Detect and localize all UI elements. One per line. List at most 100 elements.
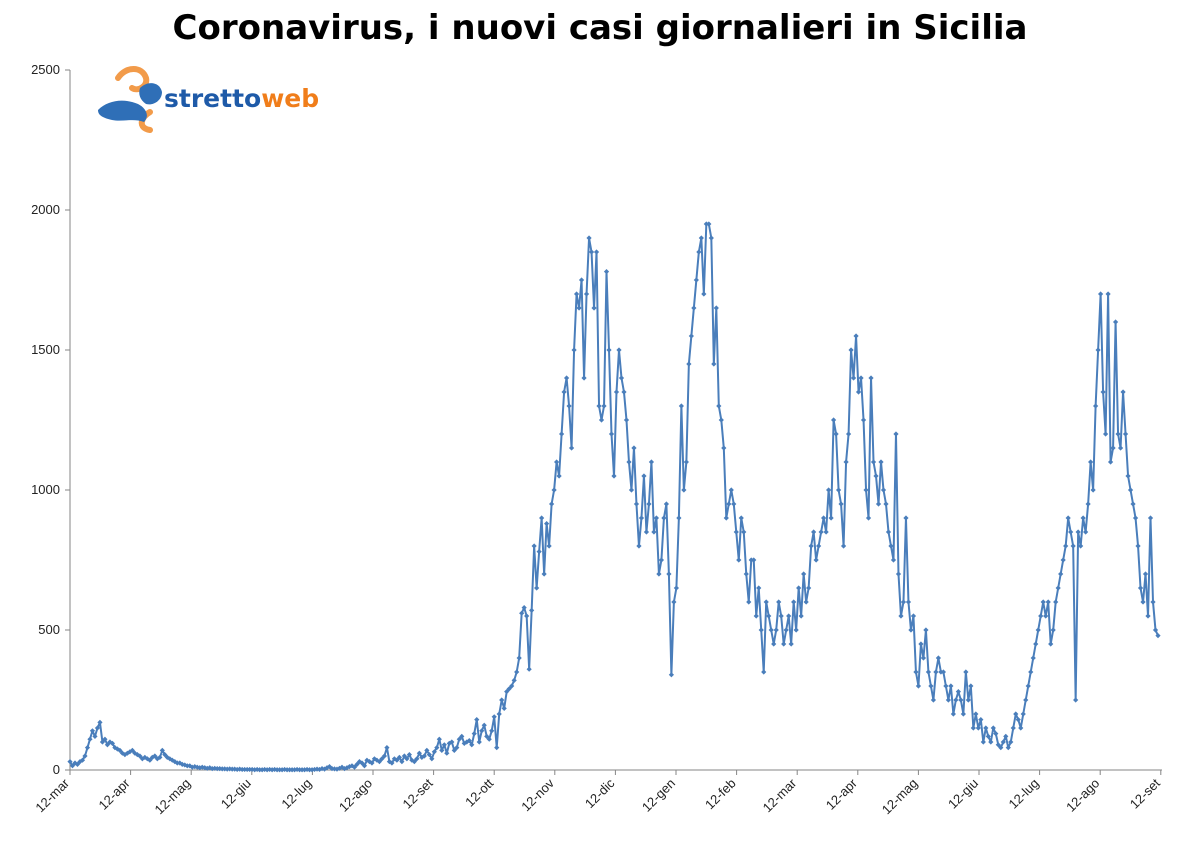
data-point-marker — [237, 766, 243, 772]
data-point-marker — [89, 728, 96, 734]
data-point-marker — [623, 417, 630, 423]
data-point-marker — [848, 347, 854, 353]
data-point-marker — [162, 752, 168, 758]
data-point-marker — [544, 521, 550, 527]
data-point-marker — [112, 745, 118, 751]
data-point-marker — [816, 543, 822, 549]
data-point-marker — [758, 627, 764, 633]
data-point-marker — [479, 728, 485, 734]
data-point-marker — [940, 669, 946, 675]
data-point-marker — [1015, 717, 1021, 723]
data-point-marker — [561, 389, 567, 395]
data-point-marker — [823, 529, 829, 535]
data-point-marker — [104, 742, 111, 748]
data-point-marker — [771, 641, 777, 647]
data-point-marker — [217, 766, 223, 772]
chart-title: Coronavirus, i nuovi casi giornalieri in… — [172, 8, 1028, 48]
data-point-marker — [596, 403, 602, 409]
data-point-marker — [588, 249, 595, 255]
data-point-marker — [1018, 725, 1024, 731]
data-point-marker — [918, 641, 924, 647]
data-point-marker — [558, 431, 565, 437]
data-point-marker — [865, 515, 872, 521]
data-point-marker — [676, 515, 682, 521]
data-point-marker — [1122, 431, 1129, 437]
data-point-marker — [681, 487, 687, 493]
data-point-marker — [84, 745, 91, 751]
data-point-marker — [733, 529, 739, 535]
data-point-marker — [1043, 613, 1049, 619]
data-point-marker — [928, 683, 934, 689]
data-point-marker — [661, 515, 667, 521]
logo-text-stretto: stretto — [164, 84, 261, 113]
data-point-marker — [591, 305, 597, 311]
data-point-marker — [519, 610, 525, 616]
data-point-marker — [514, 669, 520, 675]
data-point-marker — [499, 697, 505, 703]
data-point-marker — [998, 745, 1004, 751]
data-point-marker — [1127, 487, 1134, 493]
data-point-marker — [129, 747, 135, 753]
data-point-marker — [935, 655, 942, 661]
y-tick-label: 0 — [53, 762, 60, 777]
data-point-marker — [409, 757, 415, 763]
data-point-marker — [396, 754, 402, 760]
data-point-marker — [796, 585, 802, 591]
y-tick-label: 2000 — [31, 202, 60, 217]
data-point-marker — [414, 756, 420, 762]
data-point-marker — [87, 736, 93, 742]
data-point-marker — [648, 459, 655, 465]
data-point-marker — [753, 613, 759, 619]
data-point-marker — [539, 515, 545, 521]
data-point-marker — [578, 277, 585, 283]
data-point-marker — [1058, 571, 1064, 577]
data-point-marker — [743, 571, 749, 577]
data-point-marker — [933, 669, 939, 675]
data-point-marker — [536, 549, 542, 555]
data-point-marker — [666, 571, 672, 577]
data-point-marker — [888, 543, 894, 549]
data-point-marker — [187, 763, 193, 769]
data-point-marker — [631, 445, 637, 451]
data-point-marker — [766, 613, 772, 619]
data-point-marker — [439, 747, 445, 753]
data-point-marker — [1038, 613, 1044, 619]
data-point-marker — [434, 745, 440, 751]
data-point-marker — [711, 361, 717, 367]
data-point-marker — [369, 760, 375, 766]
data-point-marker — [1147, 515, 1154, 521]
data-point-marker — [349, 763, 355, 769]
data-point-marker — [509, 683, 515, 689]
data-point-marker — [913, 669, 919, 675]
data-point-marker — [197, 765, 203, 771]
data-point-marker — [1068, 529, 1074, 535]
data-point-marker — [1140, 599, 1146, 605]
data-point-marker — [504, 689, 510, 695]
data-point-marker — [835, 487, 842, 493]
data-point-marker — [167, 756, 173, 762]
data-point-marker — [903, 515, 909, 521]
data-point-marker — [716, 403, 722, 409]
data-point-marker — [494, 745, 500, 751]
data-point-marker — [324, 765, 330, 771]
data-point-marker — [953, 697, 959, 703]
data-point-marker — [491, 714, 497, 720]
data-point-marker — [621, 389, 627, 395]
data-point-marker — [316, 766, 323, 773]
data-point-marker — [269, 767, 275, 773]
data-point-marker — [925, 669, 932, 675]
x-tick-label: 12-giu — [945, 776, 981, 812]
data-point-marker — [651, 529, 657, 535]
data-point-marker — [726, 501, 732, 507]
data-point-marker — [638, 515, 645, 521]
y-tick-label: 1500 — [31, 342, 60, 357]
data-point-marker — [813, 557, 819, 563]
data-point-marker — [671, 599, 677, 605]
data-point-marker — [698, 235, 704, 241]
data-point-marker — [336, 765, 343, 771]
data-point-marker — [723, 515, 729, 521]
data-point-marker — [1048, 641, 1054, 647]
data-point-marker — [776, 599, 782, 605]
data-point-marker — [419, 754, 425, 760]
data-point-marker — [464, 739, 470, 745]
